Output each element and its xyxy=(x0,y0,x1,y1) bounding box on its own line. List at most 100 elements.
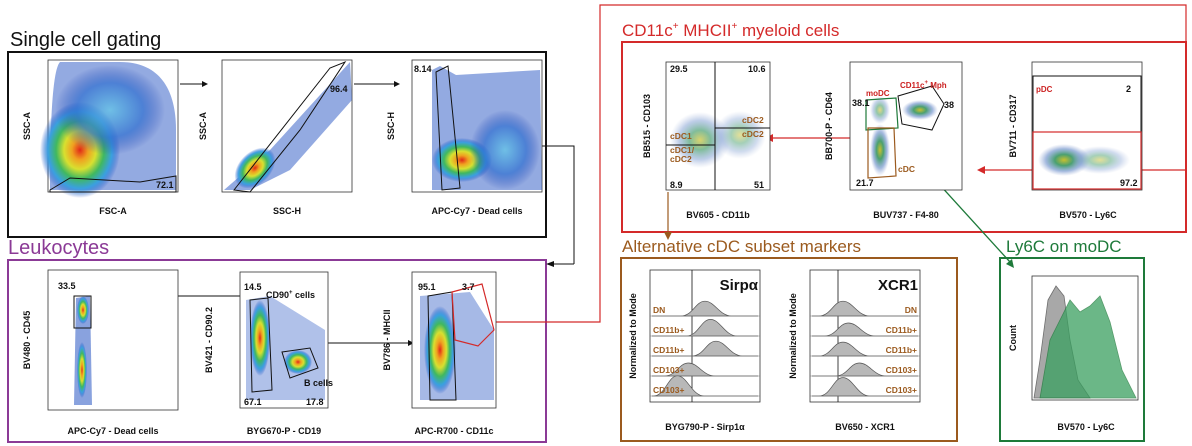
quadrant-value-lr: 51 xyxy=(754,180,764,190)
plot-frame xyxy=(47,269,179,411)
gate-neg xyxy=(427,291,457,401)
plot-ly6c-pdc: pDC 2 97.2 BV570 - Ly6C BV711 - CD317 xyxy=(1008,61,1143,220)
plot-f480: 38.1 38 21.7 moDC CD11c+ Mph cDC BUV737 … xyxy=(824,61,963,220)
density-modc xyxy=(870,96,890,124)
arrow-to-alt-head xyxy=(664,232,672,240)
gate-value-neg: 97.2 xyxy=(1120,178,1138,188)
histogram-title: XCR1 xyxy=(878,277,918,294)
histogram-row-curve xyxy=(812,300,918,317)
histogram-row-curve xyxy=(812,362,918,377)
gate-value-cdc: 21.7 xyxy=(856,178,874,188)
quadrant-value-ur: 10.6 xyxy=(748,64,766,74)
gate xyxy=(435,65,461,191)
histogram-row-label: CD11b+ xyxy=(653,345,684,355)
y-axis-label: SSC-H xyxy=(386,112,396,140)
quadrant-value-ll: 8.9 xyxy=(670,180,683,190)
plot-cd19: 14.5 67.1 17.8 CD90+ cells B cells BYG67… xyxy=(204,271,333,436)
arrow-to-ly6c-head xyxy=(1006,259,1014,268)
x-axis-label: BV570 - Ly6C xyxy=(1057,422,1115,432)
histogram-row-label: DN xyxy=(653,305,665,315)
arrow-p5-p6-head xyxy=(408,340,414,346)
connector-red-loop xyxy=(599,4,1187,220)
x-axis-label: APC-Cy7 - Dead cells xyxy=(431,206,522,216)
plot-ssch-ssca: 96.4 SSC-H SSC-A xyxy=(198,59,353,216)
gate-label-cdc2-top: cDC2 xyxy=(742,115,764,125)
ly6c-title: Ly6C on moDC xyxy=(1006,237,1122,256)
gate-label-cdc: cDC xyxy=(898,164,915,174)
histogram-row-label: CD11b+ xyxy=(653,325,684,335)
gate xyxy=(233,60,347,193)
histogram-row-curve xyxy=(652,300,758,317)
histogram-row-curve xyxy=(812,341,918,357)
y-axis-label: BB700-P - CD64 xyxy=(824,92,834,160)
x-axis-label: BYG670-P - CD19 xyxy=(247,426,321,436)
gate-pos xyxy=(451,283,495,347)
gate-label-cd90: CD90+ cells xyxy=(266,290,315,300)
histogram-row-label: CD103+ xyxy=(886,365,917,375)
y-axis-label: BV480 - CD45 xyxy=(22,311,32,370)
ly6c-frame xyxy=(999,257,1145,442)
gate-neg xyxy=(1032,131,1142,190)
x-axis-label: APC-R700 - CD11c xyxy=(414,426,493,436)
plot-frame xyxy=(849,61,963,191)
density-halo xyxy=(470,110,540,190)
gate-value: 33.5 xyxy=(58,281,76,291)
histogram-green xyxy=(1039,295,1137,399)
density-core xyxy=(424,306,456,394)
histogram-row-label: CD103+ xyxy=(886,385,917,395)
histogram-row-label: CD11b+ xyxy=(886,345,917,355)
density-cdc xyxy=(870,124,890,176)
density-core xyxy=(77,296,89,324)
single-cell-frame xyxy=(7,51,547,238)
gate-value-modc: 38.1 xyxy=(852,98,870,108)
density-spread xyxy=(1070,146,1130,174)
histogram-row-curve xyxy=(812,377,918,397)
gate-value: 8.14 xyxy=(414,64,432,74)
histogram-xcr1: XCR1 BV650 - XCR1 Normalized to Mode DN C… xyxy=(788,269,921,432)
plot-cd11c: 95.1 3.7 APC-R700 - CD11c BV786 - MHCII xyxy=(382,271,497,436)
arrow-to-leuk-head xyxy=(546,261,554,267)
x-axis-label: BUV737 - F4-80 xyxy=(873,210,939,220)
y-axis-label: SSC-A xyxy=(198,112,208,141)
plot-cd11b: 29.5 10.6 8.9 51 cDC1 cDC1/ cDC2 cDC2 cD… xyxy=(642,61,771,220)
gate-label-cdc2-bottom: cDC2 xyxy=(742,129,764,139)
y-axis-label: BV421 - CD90.2 xyxy=(204,307,214,373)
density-core xyxy=(234,147,276,189)
gate-value-pos: 3.7 xyxy=(462,282,475,292)
histogram-row-label: CD103+ xyxy=(653,365,684,375)
x-axis-label: APC-Cy7 - Dead cells xyxy=(67,426,158,436)
y-axis-label: Normalized to Mode xyxy=(628,293,638,379)
alt-markers-frame xyxy=(620,257,958,442)
gate-value-mph: 38 xyxy=(944,100,954,110)
plot-cd45: 33.5 APC-Cy7 - Dead cells BV480 - CD45 xyxy=(22,269,179,436)
gate-cd90 xyxy=(249,297,273,393)
quadrant-value-ul: 29.5 xyxy=(670,64,688,74)
density-halo xyxy=(55,65,165,155)
density-core-low xyxy=(77,342,87,398)
histogram-row-curve xyxy=(652,340,758,357)
histogram-row-label: CD103+ xyxy=(653,385,684,395)
gate-value: 96.4 xyxy=(330,84,348,94)
plot-dead-cells: 8.14 APC-Cy7 - Dead cells SSC-H xyxy=(386,59,543,216)
density-cd90 xyxy=(250,300,270,376)
gate-label-bcells: B cells xyxy=(304,378,333,388)
gate-modc xyxy=(865,97,899,131)
leukocytes-frame xyxy=(7,259,547,443)
histogram-row-curve xyxy=(652,319,758,337)
histogram-row-label: CD11b+ xyxy=(886,325,917,335)
gate-value-neg: 67.1 xyxy=(244,397,262,407)
y-axis-label: BB515 - CD103 xyxy=(642,94,652,158)
leukocytes-title: Leukocytes xyxy=(8,237,109,259)
x-axis-label: BV570 - Ly6C xyxy=(1059,210,1117,220)
x-axis-label: SSC-H xyxy=(273,206,301,216)
histogram-row-label: DN xyxy=(905,305,917,315)
x-axis-label: BV605 - CD11b xyxy=(686,210,750,220)
arrow-p1-p2-head xyxy=(202,81,208,87)
gate-label-cdc1-cdc2-b: cDC2 xyxy=(670,154,692,164)
gate-cdc xyxy=(867,127,897,179)
y-axis-label: Normalized to Mode xyxy=(788,293,798,379)
gate-label-modc: moDC xyxy=(866,89,890,98)
y-axis-label: Count xyxy=(1008,325,1018,351)
density-mph xyxy=(902,100,938,120)
single-cell-title: Single cell gating xyxy=(10,29,161,51)
